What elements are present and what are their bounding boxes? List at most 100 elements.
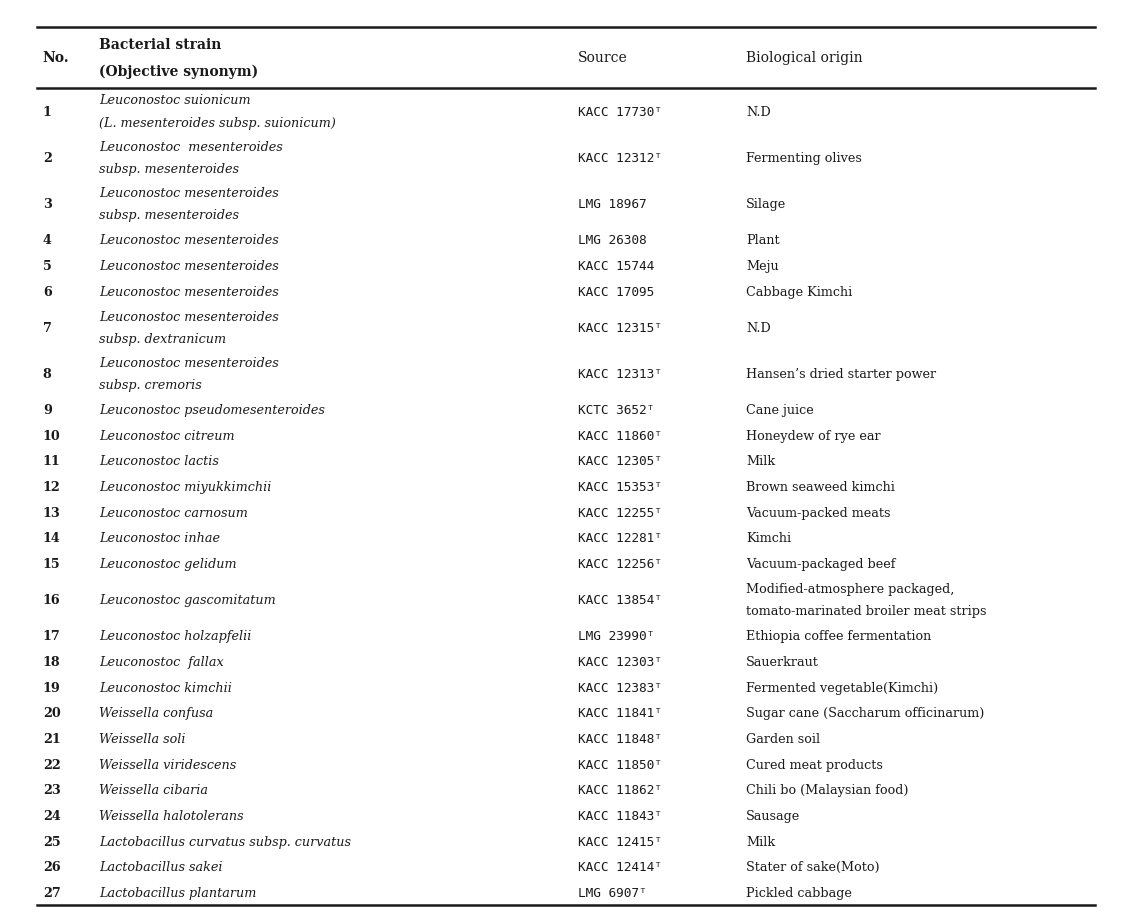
Text: N.D: N.D [746, 322, 771, 335]
Text: 11: 11 [43, 455, 61, 468]
Text: Leuconostoc mesenteroides: Leuconostoc mesenteroides [99, 311, 278, 323]
Text: N.D: N.D [746, 106, 771, 119]
Text: LMG 26308: LMG 26308 [578, 234, 647, 247]
Text: Leuconostoc mesenteroides: Leuconostoc mesenteroides [99, 260, 278, 273]
Text: KACC 15353ᵀ: KACC 15353ᵀ [578, 481, 662, 494]
Text: 7: 7 [43, 322, 52, 335]
Text: KACC 11860ᵀ: KACC 11860ᵀ [578, 429, 662, 442]
Text: Leuconostoc mesenteroides: Leuconostoc mesenteroides [99, 357, 278, 369]
Text: Fermented vegetable(Kimchi): Fermented vegetable(Kimchi) [746, 681, 939, 694]
Text: subsp. mesenteroides: subsp. mesenteroides [99, 210, 239, 222]
Text: 23: 23 [43, 783, 61, 797]
Text: 22: 22 [43, 757, 61, 771]
Text: Leuconostoc inhae: Leuconostoc inhae [99, 532, 220, 545]
Text: KACC 11841ᵀ: KACC 11841ᵀ [578, 707, 662, 720]
Text: 10: 10 [43, 429, 61, 442]
Text: Lactobacillus plantarum: Lactobacillus plantarum [99, 886, 257, 899]
Text: 4: 4 [43, 234, 52, 247]
Text: 14: 14 [43, 532, 61, 545]
Text: 1: 1 [43, 106, 52, 119]
Text: (L. mesenteroides subsp. suionicum): (L. mesenteroides subsp. suionicum) [99, 117, 336, 130]
Text: Milk: Milk [746, 455, 775, 468]
Text: Leuconostoc pseudomesenteroides: Leuconostoc pseudomesenteroides [99, 403, 325, 416]
Text: 15: 15 [43, 558, 61, 571]
Text: Leuconostoc mesenteroides: Leuconostoc mesenteroides [99, 286, 278, 299]
Text: Source: Source [578, 51, 628, 65]
Text: KACC 11862ᵀ: KACC 11862ᵀ [578, 783, 662, 797]
Text: Lactobacillus sakei: Lactobacillus sakei [99, 860, 223, 873]
Text: No.: No. [43, 51, 70, 65]
Text: Bacterial strain: Bacterial strain [99, 38, 222, 51]
Text: Weissella soli: Weissella soli [99, 732, 186, 745]
Text: Leuconostoc  mesenteroides: Leuconostoc mesenteroides [99, 141, 283, 153]
Text: Leuconostoc holzapfelii: Leuconostoc holzapfelii [99, 630, 251, 642]
Text: Leuconostoc suionicum: Leuconostoc suionicum [99, 95, 251, 108]
Text: 16: 16 [43, 594, 61, 607]
Text: Weissella halotolerans: Weissella halotolerans [99, 809, 243, 822]
Text: 13: 13 [43, 506, 61, 519]
Text: 17: 17 [43, 630, 61, 642]
Text: Garden soil: Garden soil [746, 732, 820, 745]
Text: Leuconostoc mesenteroides: Leuconostoc mesenteroides [99, 187, 278, 200]
Text: KACC 12414ᵀ: KACC 12414ᵀ [578, 860, 662, 873]
Text: Cane juice: Cane juice [746, 403, 814, 416]
Text: 25: 25 [43, 834, 61, 847]
Text: subsp. dextranicum: subsp. dextranicum [99, 333, 227, 346]
Text: KACC 12303ᵀ: KACC 12303ᵀ [578, 655, 662, 668]
Text: Modified-atmosphere packaged,: Modified-atmosphere packaged, [746, 583, 955, 596]
Text: subsp. mesenteroides: subsp. mesenteroides [99, 163, 239, 176]
Text: tomato-marinated broiler meat strips: tomato-marinated broiler meat strips [746, 605, 986, 618]
Text: KACC 17095: KACC 17095 [578, 286, 655, 299]
Text: 9: 9 [43, 403, 52, 416]
Text: 8: 8 [43, 368, 52, 380]
Text: LMG 6907ᵀ: LMG 6907ᵀ [578, 886, 647, 899]
Text: KACC 12255ᵀ: KACC 12255ᵀ [578, 506, 662, 519]
Text: Leuconostoc carnosum: Leuconostoc carnosum [99, 506, 248, 519]
Text: KACC 11850ᵀ: KACC 11850ᵀ [578, 757, 662, 771]
Text: 27: 27 [43, 886, 61, 899]
Text: Weissella confusa: Weissella confusa [99, 707, 213, 720]
Text: 3: 3 [43, 199, 52, 211]
Text: Lactobacillus curvatus subsp. curvatus: Lactobacillus curvatus subsp. curvatus [99, 834, 352, 847]
Text: 6: 6 [43, 286, 52, 299]
Text: LMG 18967: LMG 18967 [578, 199, 647, 211]
Text: Kimchi: Kimchi [746, 532, 791, 545]
Text: KACC 12415ᵀ: KACC 12415ᵀ [578, 834, 662, 847]
Text: Leuconostoc gascomitatum: Leuconostoc gascomitatum [99, 594, 276, 607]
Text: Honeydew of rye ear: Honeydew of rye ear [746, 429, 880, 442]
Text: KACC 12281ᵀ: KACC 12281ᵀ [578, 532, 662, 545]
Text: KACC 12315ᵀ: KACC 12315ᵀ [578, 322, 662, 335]
Text: KACC 12313ᵀ: KACC 12313ᵀ [578, 368, 662, 380]
Text: 20: 20 [43, 707, 61, 720]
Text: Leuconostoc mesenteroides: Leuconostoc mesenteroides [99, 234, 278, 247]
Text: Leuconostoc gelidum: Leuconostoc gelidum [99, 558, 237, 571]
Text: Milk: Milk [746, 834, 775, 847]
Text: Chili bo (Malaysian food): Chili bo (Malaysian food) [746, 783, 908, 797]
Text: KACC 13854ᵀ: KACC 13854ᵀ [578, 594, 662, 607]
Text: Sausage: Sausage [746, 809, 800, 822]
Text: Plant: Plant [746, 234, 780, 247]
Text: 18: 18 [43, 655, 61, 668]
Text: Sauerkraut: Sauerkraut [746, 655, 819, 668]
Text: 19: 19 [43, 681, 61, 694]
Text: Cured meat products: Cured meat products [746, 757, 882, 771]
Text: Vacuum-packed meats: Vacuum-packed meats [746, 506, 890, 519]
Text: Leuconostoc  fallax: Leuconostoc fallax [99, 655, 224, 668]
Text: LMG 23990ᵀ: LMG 23990ᵀ [578, 630, 655, 642]
Text: Hansen’s dried starter power: Hansen’s dried starter power [746, 368, 937, 380]
Text: 24: 24 [43, 809, 61, 822]
Text: KACC 17730ᵀ: KACC 17730ᵀ [578, 106, 662, 119]
Text: Pickled cabbage: Pickled cabbage [746, 886, 852, 899]
Text: Sugar cane (Saccharum officinarum): Sugar cane (Saccharum officinarum) [746, 707, 985, 720]
Text: Vacuum-packaged beef: Vacuum-packaged beef [746, 558, 896, 571]
Text: 2: 2 [43, 152, 52, 165]
Text: Ethiopia coffee fermentation: Ethiopia coffee fermentation [746, 630, 931, 642]
Text: Cabbage Kimchi: Cabbage Kimchi [746, 286, 852, 299]
Text: Stater of sake(Moto): Stater of sake(Moto) [746, 860, 880, 873]
Text: 12: 12 [43, 481, 61, 494]
Text: Weissella cibaria: Weissella cibaria [99, 783, 208, 797]
Text: 5: 5 [43, 260, 52, 273]
Text: Meju: Meju [746, 260, 779, 273]
Text: subsp. cremoris: subsp. cremoris [99, 379, 202, 391]
Text: Leuconostoc kimchii: Leuconostoc kimchii [99, 681, 232, 694]
